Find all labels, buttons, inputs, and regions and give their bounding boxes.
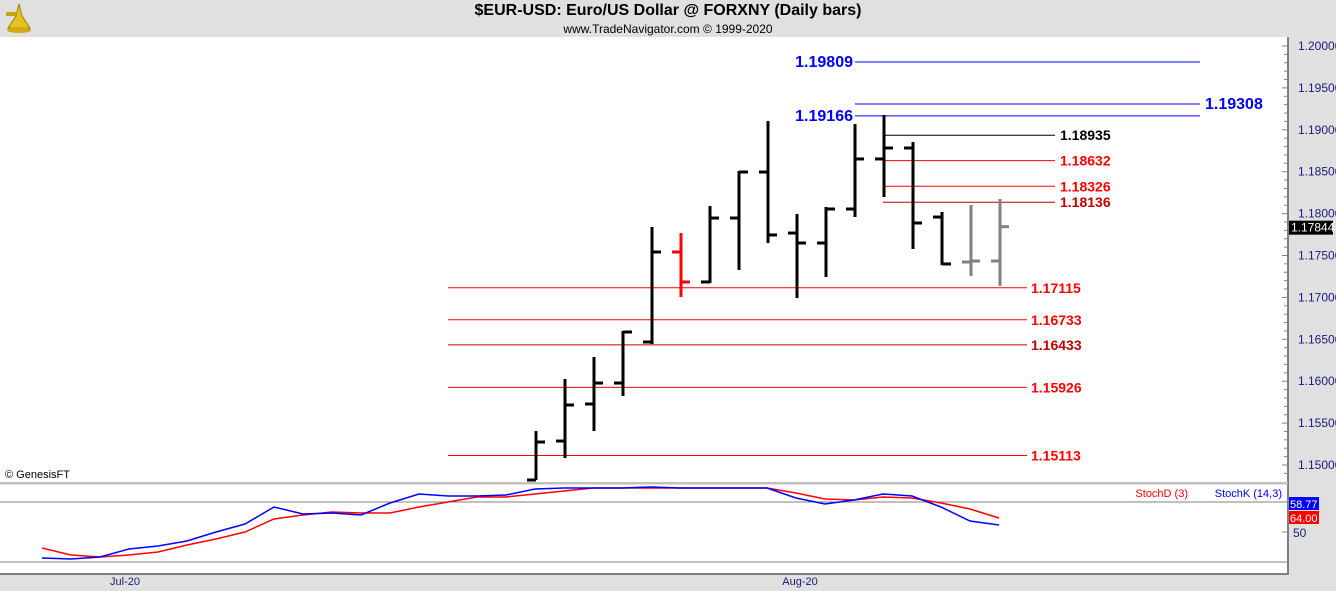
y-tick-label: 1.20000 [1298, 39, 1336, 53]
stoch-tick-label: 50 [1293, 526, 1307, 540]
ohlc-bar [556, 379, 574, 458]
y-tick-label: 1.19000 [1298, 123, 1336, 137]
y-tick-label: 1.17500 [1298, 249, 1336, 263]
ohlc-bar [730, 170, 748, 270]
level-label: 1.19308 [1205, 96, 1263, 113]
copyright-label: © GenesisFT [5, 469, 70, 481]
last-price-badge [1289, 220, 1333, 235]
y-tick-label: 1.18000 [1298, 207, 1336, 221]
ohlc-bar [962, 204, 980, 277]
stochd-line [41, 487, 1000, 558]
level-label: 1.17115 [1031, 280, 1081, 296]
sextant-logo-icon [6, 3, 31, 33]
ohlc-bar [614, 330, 632, 397]
level-label: 1.16433 [1031, 337, 1082, 353]
last-price-label: 1.17844 [1291, 221, 1335, 235]
y-tick-label: 1.16000 [1298, 374, 1336, 388]
y-tick-label: 1.19500 [1298, 81, 1336, 95]
ohlc-bar [788, 214, 806, 298]
legend-stochd: StochD (3) [1135, 488, 1188, 500]
y-tick-label: 1.16500 [1298, 332, 1336, 346]
ohlc-bar [643, 227, 661, 344]
level-label: 1.19166 [795, 108, 853, 125]
y-tick-label: 1.15000 [1298, 458, 1336, 472]
ohlc-bar [933, 212, 951, 266]
y-tick-label: 1.17000 [1298, 290, 1336, 304]
level-label: 1.18136 [1060, 194, 1111, 210]
chart-title: $EUR-USD: Euro/US Dollar @ FORXNY (Daily… [474, 2, 862, 19]
legend-stochk: StochK (14,3) [1215, 488, 1282, 500]
chart-header: $EUR-USD: Euro/US Dollar @ FORXNY (Daily… [0, 0, 1336, 37]
ohlc-bar [991, 199, 1009, 287]
x-tick-label: Jul-20 [110, 576, 140, 588]
level-label: 1.18935 [1060, 127, 1111, 143]
chart-subtitle: www.TradeNavigator.com © 1999-2020 [563, 22, 773, 36]
ohlc-bar [759, 121, 777, 244]
level-label: 1.15113 [1031, 448, 1081, 464]
level-label: 1.18326 [1060, 178, 1111, 194]
ohlc-bar [672, 233, 690, 297]
ohlc-bar [846, 124, 864, 218]
stochd-last-badge [1289, 511, 1319, 524]
stoch-panel [0, 485, 1288, 573]
y-tick-label: 1.15500 [1298, 416, 1336, 430]
level-label: 1.16733 [1031, 312, 1082, 328]
ohlc-bar [701, 205, 719, 284]
price-panel [0, 37, 1288, 483]
ohlc-bar [585, 356, 603, 431]
ohlc-bar [817, 206, 835, 278]
ohlc-bar [875, 114, 893, 198]
stochk-line [41, 486, 1000, 560]
level-label: 1.18632 [1060, 153, 1111, 169]
level-label: 1.19809 [795, 54, 853, 71]
stochk-last-label: 58.77 [1290, 499, 1318, 511]
stochd-last-label: 64.00 [1290, 513, 1318, 525]
ohlc-bar [527, 430, 545, 482]
stochk-last-badge [1289, 497, 1319, 510]
ohlc-bar [904, 142, 922, 249]
y-tick-label: 1.18500 [1298, 165, 1336, 179]
level-label: 1.15926 [1031, 379, 1082, 395]
x-tick-label: Aug-20 [782, 576, 817, 588]
